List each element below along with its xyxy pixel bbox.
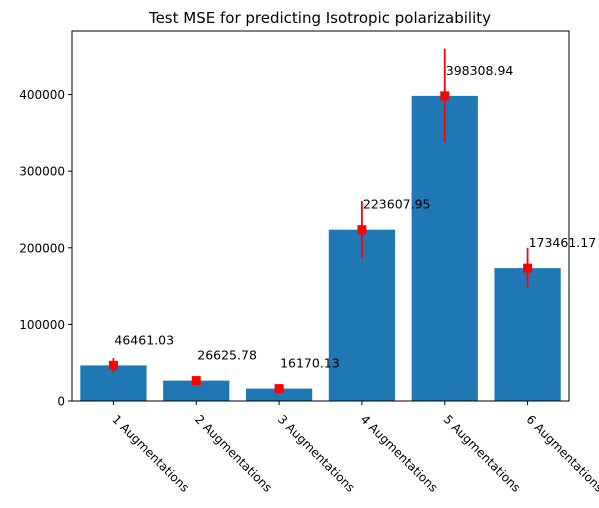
data-label-2: 26625.78 (197, 348, 257, 363)
y-tick-label-1: 0 (57, 395, 65, 409)
bar-3 (245, 388, 313, 401)
y-tick-label-4: 300000 (19, 165, 65, 179)
data-label-1: 46461.03 (114, 332, 174, 347)
bars-group (80, 95, 561, 402)
error-bars-group (108, 48, 533, 394)
x-tick-label-4: 4 Augmentations (358, 412, 441, 495)
y-tick-label-3: 200000 (19, 241, 65, 255)
data-label-3: 16170.13 (280, 356, 340, 371)
mean-marker-5 (440, 91, 450, 101)
chart-title: Test MSE for predicting Isotropic polari… (148, 9, 491, 27)
data-label-4: 223607.95 (363, 197, 431, 212)
y-tick-label-2: 100000 (19, 318, 65, 332)
x-tick-label-3: 3 Augmentations (275, 412, 358, 495)
bar-6 (494, 268, 561, 401)
mean-marker-4 (357, 225, 367, 235)
mean-marker-3 (274, 384, 284, 394)
data-label-6: 173461.17 (529, 235, 597, 250)
data-label-5: 398308.94 (446, 63, 514, 78)
bar-2 (163, 380, 230, 401)
x-tick-label-5: 5 Augmentations (441, 412, 524, 495)
y-tick-label-5: 400000 (19, 88, 65, 102)
mean-marker-2 (191, 376, 201, 386)
bar-5 (411, 95, 478, 402)
y-axis: 0 100000 200000 300000 400000 (19, 88, 72, 409)
x-tick-label-6: 6 Augmentations (523, 412, 599, 495)
mean-marker-1 (108, 360, 118, 370)
plot-frame (71, 30, 570, 402)
x-tick-label-2: 2 Augmentations (192, 412, 275, 495)
x-axis: 1 Augmentations 2 Augmentations 3 Augmenta… (109, 401, 599, 495)
data-labels-group: 46461.03 26625.78 16170.13 223607.95 398308.… (114, 63, 596, 371)
x-tick-label-1: 1 Augmentations (109, 412, 192, 495)
mean-marker-6 (523, 263, 533, 273)
